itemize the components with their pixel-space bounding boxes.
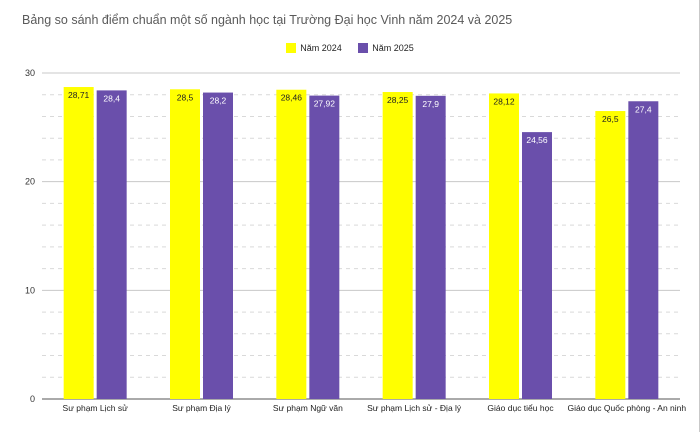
bar-2025 (96, 90, 127, 400)
legend-item-2025[interactable]: Năm 2025 (358, 43, 414, 53)
legend-item-2024[interactable]: Năm 2024 (286, 43, 342, 53)
legend-label-2024: Năm 2024 (300, 43, 342, 53)
legend-swatch-2024 (286, 43, 297, 53)
bar-2025 (415, 95, 446, 399)
data-label-2024: 26,5 (602, 114, 619, 124)
bar-2025 (628, 101, 659, 400)
chart-title: Bảng so sánh điểm chuẩn một số ngành học… (22, 13, 513, 27)
legend-label-2025: Năm 2025 (372, 43, 414, 53)
data-label-2025: 28,4 (103, 93, 120, 103)
data-label-2024: 28,71 (68, 90, 90, 100)
bar-2024 (276, 89, 307, 399)
bar-2025 (309, 95, 340, 400)
y-tick-label: 10 (25, 285, 35, 295)
x-tick-label: Giáo dục tiểu học (487, 403, 554, 413)
bar-2024 (595, 111, 626, 400)
y-tick-label: 20 (25, 177, 35, 187)
bar-2025 (522, 132, 552, 399)
bar-2024 (170, 89, 200, 400)
data-label-2025: 27,92 (314, 99, 336, 109)
y-tick-label: 0 (30, 394, 35, 404)
x-tick-label: Sư phạm Lịch sử (63, 403, 129, 413)
x-tick-label: Giáo dục Quốc phòng - An ninh (568, 403, 687, 413)
data-label-2025: 27,9 (422, 99, 439, 109)
bar-2024 (489, 93, 519, 400)
bar-2024 (63, 87, 94, 399)
bar-2024 (382, 92, 413, 400)
data-label-2024: 28,46 (281, 93, 303, 103)
y-tick-label: 30 (25, 68, 35, 78)
data-label-2024: 28,5 (177, 92, 194, 102)
legend-swatch-2025 (358, 43, 369, 53)
data-label-2024: 28,12 (493, 96, 515, 106)
bar-2025 (203, 92, 233, 399)
data-label-2025: 27,4 (635, 104, 652, 114)
x-tick-label: Sư phạm Ngữ văn (273, 403, 343, 413)
x-tick-label: Sư phạm Địa lý (172, 403, 231, 413)
data-label-2025: 28,2 (210, 96, 227, 106)
x-tick-label: Sư phạm Lịch sử - Địa lý (367, 403, 462, 413)
legend: Năm 2024 Năm 2025 (0, 43, 700, 55)
data-label-2025: 24,56 (526, 135, 548, 145)
data-label-2024: 28,25 (387, 95, 409, 105)
